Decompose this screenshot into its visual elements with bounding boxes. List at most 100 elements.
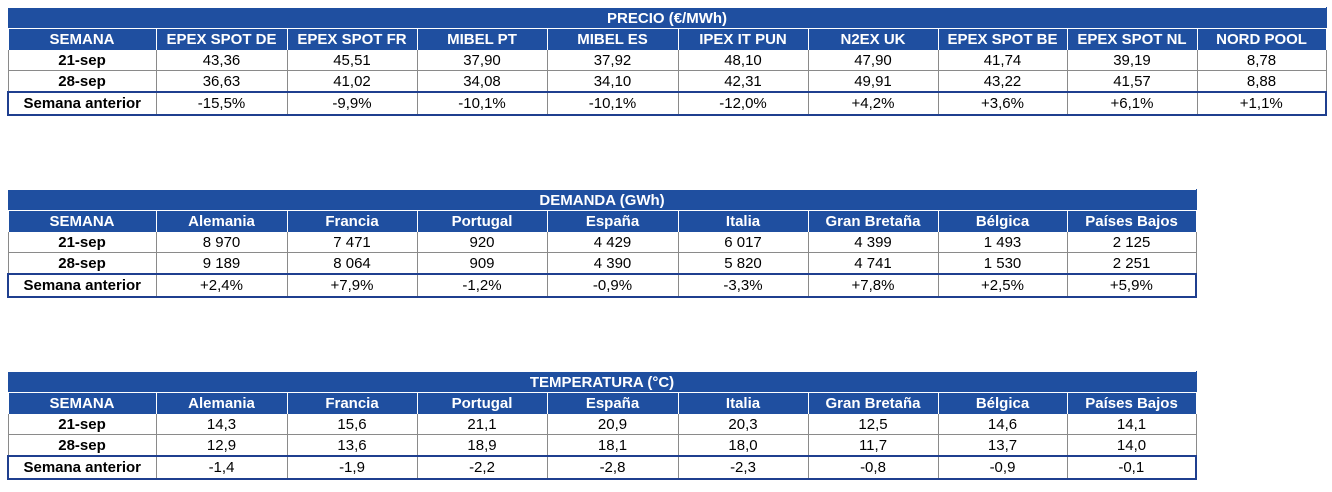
column-header: Italia [677,392,809,414]
table-row: 28-sep 36,63 41,02 34,08 34,10 42,31 49,… [7,70,1327,93]
row-label: 28-sep [7,252,157,275]
table-cell: 36,63 [155,70,288,93]
column-header: EPEX SPOT FR [286,28,418,50]
table-cell: -0,1 [1067,455,1198,480]
column-header: Portugal [416,392,548,414]
column-header: España [546,210,679,232]
table-cell: 14,3 [155,414,288,435]
table-cell: -1,4 [156,455,288,480]
row-label: Semana anterior [7,273,157,298]
table-cell: -1,9 [287,455,418,480]
table-cell: 15,6 [286,414,418,435]
table-cell: 39,19 [1066,50,1198,71]
table-cell: 909 [416,252,548,275]
table-cell: 18,0 [677,434,809,457]
table-cell: 12,5 [807,414,939,435]
table-cell: 43,36 [155,50,288,71]
column-header: Gran Bretaña [807,392,939,414]
column-header: N2EX UK [807,28,939,50]
column-header: Francia [286,392,418,414]
column-header: EPEX SPOT BE [937,28,1068,50]
table-cell: 37,92 [546,50,679,71]
table-cell: 47,90 [807,50,939,71]
table-cell: 49,91 [807,70,939,93]
table-cell: 9 189 [155,252,288,275]
column-header: IPEX IT PUN [677,28,809,50]
table-cell: 8,78 [1196,50,1327,71]
table-cell: 14,1 [1066,414,1197,435]
table-cell: -10,1% [417,91,548,116]
column-header: Alemania [155,210,288,232]
demanda-header-row: SEMANA Alemania Francia Portugal España … [7,210,1197,232]
table-cell: 12,9 [155,434,288,457]
table-cell: 37,90 [416,50,548,71]
row-label: Semana anterior [7,455,157,480]
table-row: 21-sep 8 970 7 471 920 4 429 6 017 4 399… [7,232,1197,253]
temperatura-title-row: TEMPERATURA (°C) [7,371,1197,393]
table-row-summary: Semana anterior -15,5% -9,9% -10,1% -10,… [7,91,1328,116]
table-cell: 18,1 [546,434,679,457]
table-cell: 4 390 [546,252,679,275]
row-label: 21-sep [7,414,157,435]
table-cell: +5,9% [1067,273,1198,298]
precio-title: PRECIO (€/MWh) [7,7,1327,29]
table-cell: 41,02 [286,70,418,93]
table-cell: 4 399 [807,232,939,253]
table-row: 28-sep 9 189 8 064 909 4 390 5 820 4 741… [7,252,1197,275]
column-header: NORD POOL [1196,28,1327,50]
table-cell: -2,3 [678,455,809,480]
column-header: EPEX SPOT DE [155,28,288,50]
column-header: Italia [677,210,809,232]
table-cell: 34,08 [416,70,548,93]
table-cell: 6 017 [677,232,809,253]
precio-table: PRECIO (€/MWh) SEMANA EPEX SPOT DE EPEX … [7,7,1328,116]
row-label: 28-sep [7,70,157,93]
table-cell: 20,9 [546,414,679,435]
precio-title-row: PRECIO (€/MWh) [7,7,1327,29]
column-header: Países Bajos [1066,392,1197,414]
table-cell: 14,0 [1066,434,1197,457]
column-header: España [546,392,679,414]
table-cell: +1,1% [1197,91,1328,116]
demanda-table: DEMANDA (GWh) SEMANA Alemania Francia Po… [7,189,1198,298]
table-cell: +3,6% [938,91,1068,116]
column-header: Alemania [155,392,288,414]
table-row-summary: Semana anterior -1,4 -1,9 -2,2 -2,8 -2,3… [7,455,1198,480]
table-cell: 41,74 [937,50,1068,71]
table-cell: 18,9 [416,434,548,457]
table-cell: 5 820 [677,252,809,275]
table-cell: 1 530 [937,252,1068,275]
table-row-summary: Semana anterior +2,4% +7,9% -1,2% -0,9% … [7,273,1198,298]
table-cell: 7 471 [286,232,418,253]
column-header: Bélgica [937,210,1068,232]
table-cell: 34,10 [546,70,679,93]
table-cell: -0,9 [938,455,1068,480]
table-cell: 20,3 [677,414,809,435]
table-cell: -0,8 [808,455,939,480]
table-cell: 8 970 [155,232,288,253]
table-cell: -9,9% [287,91,418,116]
column-header: MIBEL ES [546,28,679,50]
table-cell: 43,22 [937,70,1068,93]
table-cell: 48,10 [677,50,809,71]
table-cell: 11,7 [807,434,939,457]
table-row: 21-sep 14,3 15,6 21,1 20,9 20,3 12,5 14,… [7,414,1197,435]
demanda-title: DEMANDA (GWh) [7,189,1197,211]
temperatura-table: TEMPERATURA (°C) SEMANA Alemania Francia… [7,371,1198,480]
table-cell: 21,1 [416,414,548,435]
table-cell: 4 741 [807,252,939,275]
precio-header-row: SEMANA EPEX SPOT DE EPEX SPOT FR MIBEL P… [7,28,1327,50]
table-cell: -12,0% [678,91,809,116]
table-row: 28-sep 12,9 13,6 18,9 18,1 18,0 11,7 13,… [7,434,1197,457]
table-cell: -2,2 [417,455,548,480]
table-cell: +2,4% [156,273,288,298]
table-cell: 8 064 [286,252,418,275]
table-cell: 42,31 [677,70,809,93]
table-cell: +7,9% [287,273,418,298]
column-header: Países Bajos [1066,210,1197,232]
column-header: SEMANA [7,210,157,232]
column-header: MIBEL PT [416,28,548,50]
table-cell: 2 251 [1066,252,1197,275]
row-label: 21-sep [7,232,157,253]
table-cell: 45,51 [286,50,418,71]
